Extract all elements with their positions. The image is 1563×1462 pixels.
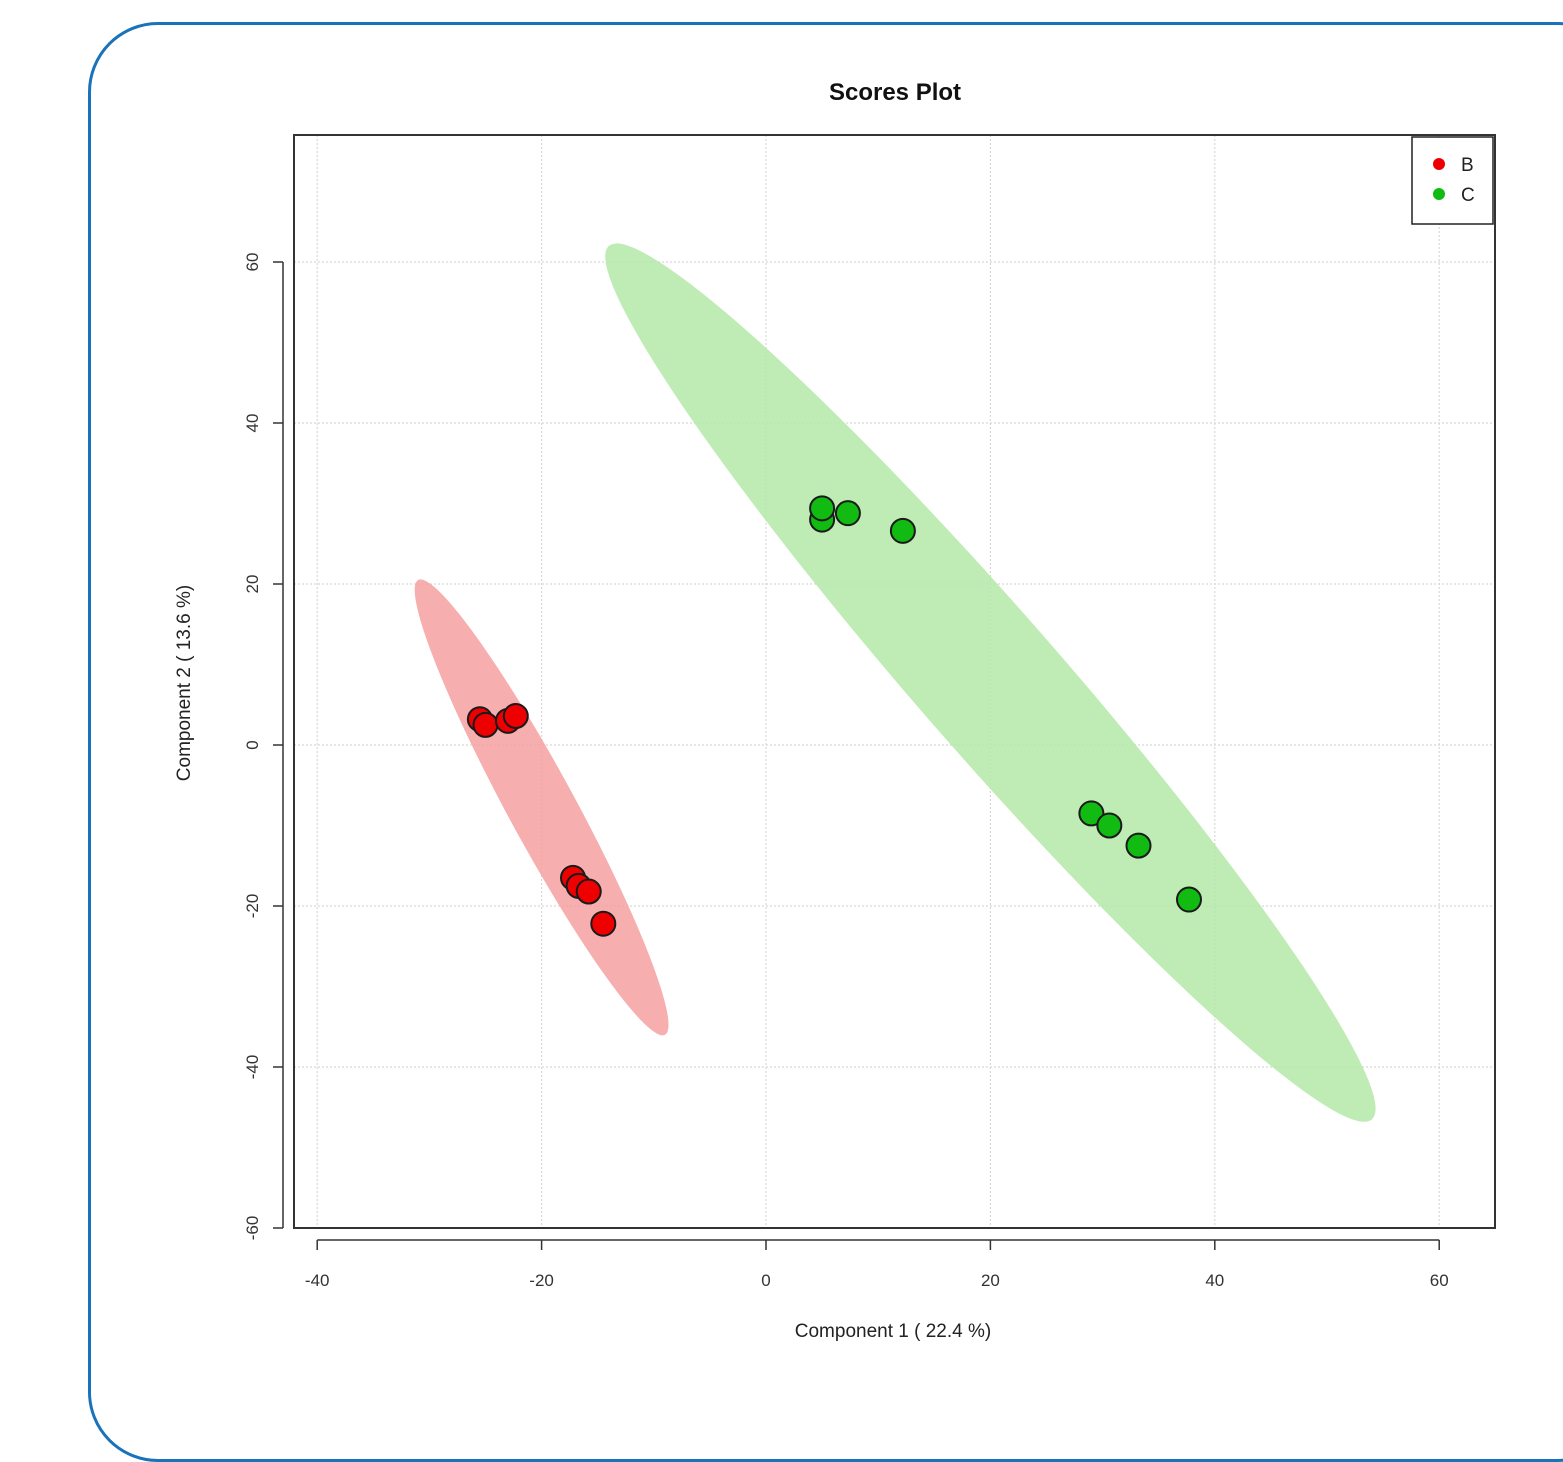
axis-ticks: -40 -20 0 20 40 60 -60 -40 -20 0 20 40 60 bbox=[243, 253, 1449, 1290]
data-point-c bbox=[1078, 800, 1105, 827]
x-tick-label: 20 bbox=[981, 1271, 1000, 1290]
x-tick-label: -20 bbox=[529, 1271, 554, 1290]
legend: B C bbox=[1411, 136, 1494, 225]
data-point-c bbox=[809, 495, 836, 522]
legend-box bbox=[1411, 136, 1494, 225]
x-tick-label: -40 bbox=[305, 1271, 330, 1290]
confidence-ellipses bbox=[414, 243, 1376, 1122]
data-points bbox=[466, 495, 1202, 937]
legend-marker-b bbox=[1433, 158, 1445, 170]
y-tick-label: -20 bbox=[243, 894, 262, 919]
y-tick-label: 40 bbox=[243, 414, 262, 433]
y-tick-label: -60 bbox=[243, 1216, 262, 1241]
x-tick-label: 40 bbox=[1205, 1271, 1224, 1290]
legend-marker-c bbox=[1433, 188, 1445, 200]
x-tick-label: 60 bbox=[1430, 1271, 1449, 1290]
legend-label-b: B bbox=[1461, 155, 1474, 176]
y-axis-title: Component 2 ( 13.6 %) bbox=[174, 585, 195, 781]
data-point-c bbox=[1125, 832, 1152, 859]
legend-label-c: C bbox=[1461, 185, 1475, 206]
scores-plot-chart: Scores Plot -40 -20 0 20 40 60 -60 -40 -20 0 20 40 6… bbox=[174, 79, 1496, 1342]
y-tick-label: 20 bbox=[243, 575, 262, 594]
y-tick-label: -40 bbox=[243, 1055, 262, 1080]
data-point-b bbox=[472, 711, 499, 738]
y-tick-label: 0 bbox=[243, 740, 262, 749]
data-point-b bbox=[575, 878, 602, 905]
x-axis-title: Component 1 ( 22.4 %) bbox=[795, 1321, 991, 1342]
data-point-c bbox=[1175, 886, 1202, 913]
y-tick-label: 60 bbox=[243, 253, 262, 272]
x-tick-label: 0 bbox=[761, 1271, 770, 1290]
data-point-b bbox=[502, 703, 529, 730]
chart-title: Scores Plot bbox=[829, 79, 961, 106]
data-point-c bbox=[889, 517, 916, 544]
data-point-c bbox=[1096, 812, 1123, 839]
data-point-b bbox=[590, 910, 617, 937]
plot-area-border bbox=[293, 134, 1496, 1229]
data-point-c bbox=[834, 500, 861, 527]
